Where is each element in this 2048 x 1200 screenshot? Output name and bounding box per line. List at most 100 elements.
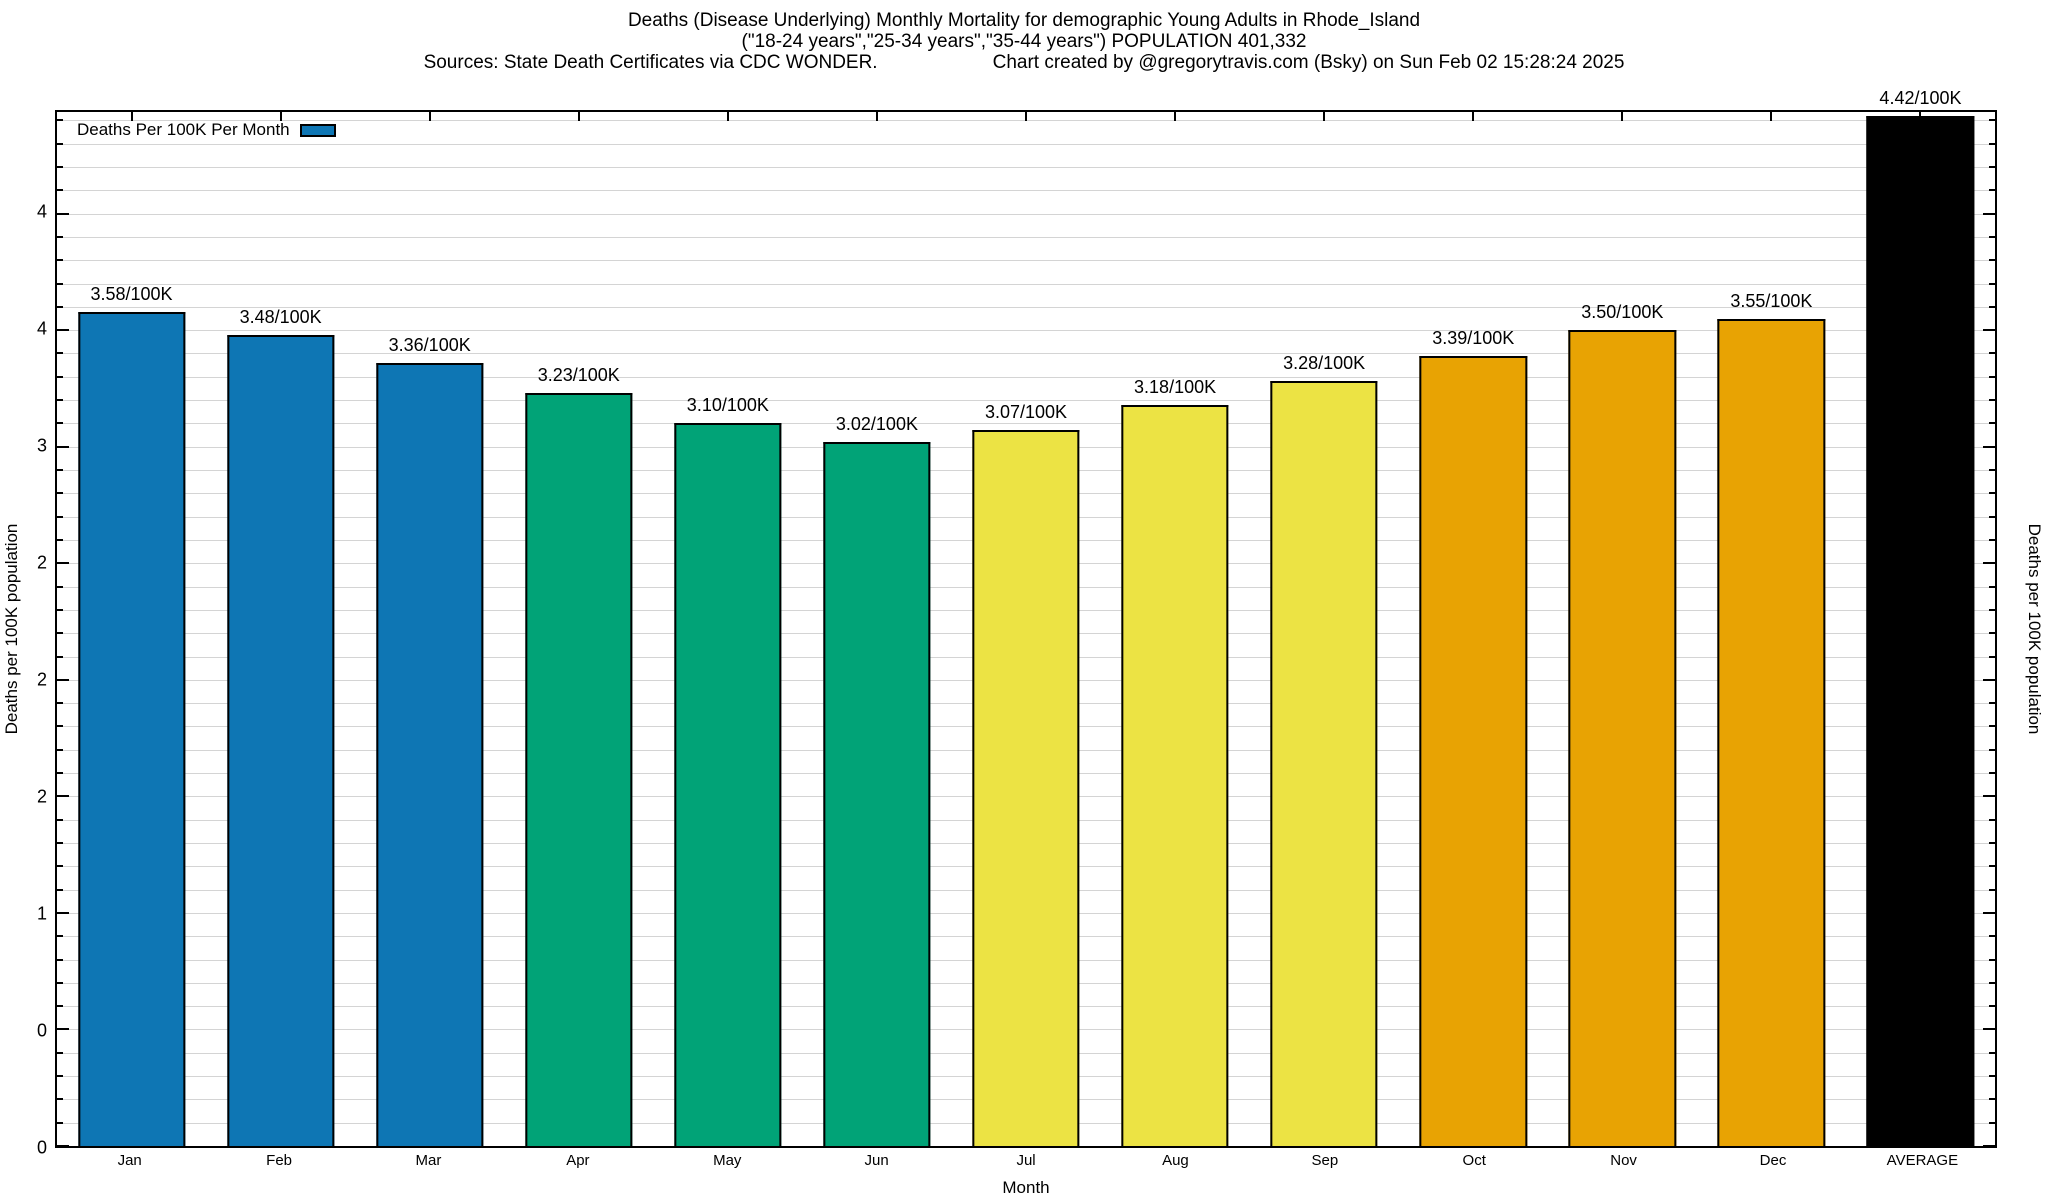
bar-slot-feb: 3.48/100K xyxy=(206,112,355,1146)
minor-y-tick xyxy=(1989,492,1995,495)
minor-y-tick xyxy=(57,702,63,705)
x-tick-label-jul: Jul xyxy=(1016,1152,1036,1169)
top-x-tick xyxy=(1621,112,1624,121)
bar-apr xyxy=(525,393,633,1146)
top-x-tick xyxy=(1025,112,1027,121)
minor-y-tick xyxy=(57,818,63,821)
minor-y-tick xyxy=(57,1005,63,1008)
bar-value-label: 3.39/100K xyxy=(1432,327,1515,348)
minor-y-tick xyxy=(57,166,63,168)
minor-y-tick xyxy=(57,772,63,775)
bar-slot-dec: 3.55/100K xyxy=(1697,112,1846,1146)
minor-y-tick xyxy=(1989,305,1995,308)
minor-y-tick xyxy=(1989,655,1995,658)
x-tick-label-dec: Dec xyxy=(1759,1152,1787,1169)
minor-y-tick xyxy=(1989,608,1995,611)
minor-y-tick xyxy=(1989,515,1995,518)
minor-y-tick xyxy=(57,1121,63,1124)
minor-y-tick xyxy=(57,399,63,402)
minor-y-tick xyxy=(1989,282,1995,285)
top-x-tick xyxy=(1323,112,1326,121)
major-y-tick xyxy=(57,445,69,448)
minor-y-tick xyxy=(1989,189,1995,192)
top-x-tick xyxy=(1770,112,1773,121)
x-tick-label-sep: Sep xyxy=(1311,1152,1339,1169)
minor-y-tick xyxy=(57,935,63,938)
minor-y-tick xyxy=(1989,1075,1995,1078)
y-axis-title-right: Deaths per 100K population xyxy=(2025,523,2044,735)
minor-y-tick xyxy=(57,142,63,145)
x-tick-label-mar: Mar xyxy=(415,1152,442,1169)
y-tick-label: 2 xyxy=(36,669,47,690)
top-x-tick xyxy=(279,112,282,121)
x-tick-label-aug: Aug xyxy=(1162,1152,1189,1169)
x-tick-label-jan: Jan xyxy=(117,1152,142,1169)
x-axis-title: Month xyxy=(1002,1178,1050,1197)
bar-mar xyxy=(376,362,484,1146)
bar-value-label: 3.28/100K xyxy=(1283,353,1366,374)
gridline xyxy=(57,143,1995,145)
bar-slot-may: 3.10/100K xyxy=(653,112,802,1146)
bar-slot-jul: 3.07/100K xyxy=(951,112,1100,1146)
bar-value-label: 4.42/100K xyxy=(1879,87,1962,108)
minor-y-tick xyxy=(57,888,63,891)
top-x-tick xyxy=(1174,112,1177,121)
bar-slot-mar: 3.36/100K xyxy=(355,112,504,1146)
bar-value-label: 3.36/100K xyxy=(388,334,471,355)
bar-slot-nov: 3.50/100K xyxy=(1548,112,1697,1146)
y-tick-label: 2 xyxy=(36,786,47,807)
minor-y-tick xyxy=(57,1075,63,1078)
credit-text: Chart created by @gregorytravis.com (Bsk… xyxy=(992,52,1625,73)
minor-y-tick xyxy=(1989,352,1995,355)
minor-y-tick xyxy=(1989,958,1995,961)
minor-y-tick xyxy=(57,492,63,495)
minor-y-tick xyxy=(1989,818,1995,821)
bar-slot-average: 4.42/100K xyxy=(1846,88,1995,1146)
bar-average xyxy=(1866,115,1975,1146)
minor-y-tick xyxy=(1989,399,1995,402)
y-tick-label: 0 xyxy=(36,1020,47,1041)
minor-y-tick xyxy=(1989,935,1995,938)
major-y-tick xyxy=(1983,678,1995,681)
bars-layer: 3.58/100K 3.48/100K 3.36/100K 3.23/100K 3.10… xyxy=(57,88,1995,1146)
minor-y-tick xyxy=(1989,119,1995,122)
x-tick-label-apr: Apr xyxy=(566,1152,590,1169)
y-tick-label: 0 xyxy=(36,1137,47,1158)
minor-y-tick xyxy=(57,352,63,355)
minor-y-tick xyxy=(57,748,63,751)
minor-y-tick xyxy=(1989,259,1995,262)
bar-value-label: 3.02/100K xyxy=(835,414,918,435)
y-tick-label: 1 xyxy=(36,903,47,924)
legend-swatch xyxy=(299,123,336,137)
bar-value-label: 3.10/100K xyxy=(686,395,769,416)
y-axis-title-left: Deaths per 100K population xyxy=(2,523,21,735)
chart-header: Deaths (Disease Underlying) Monthly Mort… xyxy=(0,10,2048,73)
minor-y-tick xyxy=(57,655,63,658)
minor-y-tick xyxy=(57,189,63,192)
minor-y-tick xyxy=(57,538,63,541)
minor-y-tick xyxy=(57,865,63,868)
minor-y-tick xyxy=(57,585,63,588)
minor-y-tick xyxy=(1989,702,1995,705)
major-y-tick xyxy=(57,1028,69,1031)
major-y-tick xyxy=(57,1145,69,1147)
top-x-tick xyxy=(577,112,580,121)
bar-value-label: 3.50/100K xyxy=(1581,302,1664,323)
minor-y-tick xyxy=(57,282,63,285)
bar-jun xyxy=(823,442,931,1146)
title-line3: Sources: State Death Certificates via CD… xyxy=(0,52,2048,73)
minor-y-tick xyxy=(1989,772,1995,775)
bar-value-label: 3.07/100K xyxy=(984,402,1068,423)
bar-slot-jan: 3.58/100K xyxy=(57,112,206,1146)
gridline xyxy=(57,376,1995,378)
minor-y-tick xyxy=(57,375,63,378)
legend-label: Deaths Per 100K Per Month xyxy=(77,120,290,139)
bar-value-label: 3.58/100K xyxy=(90,283,173,304)
minor-y-tick xyxy=(1989,469,1995,472)
top-x-tick xyxy=(1919,112,1922,121)
minor-y-tick xyxy=(1989,865,1995,868)
bar-may xyxy=(674,423,782,1146)
minor-y-tick xyxy=(57,1051,63,1054)
gridline xyxy=(57,236,1995,238)
